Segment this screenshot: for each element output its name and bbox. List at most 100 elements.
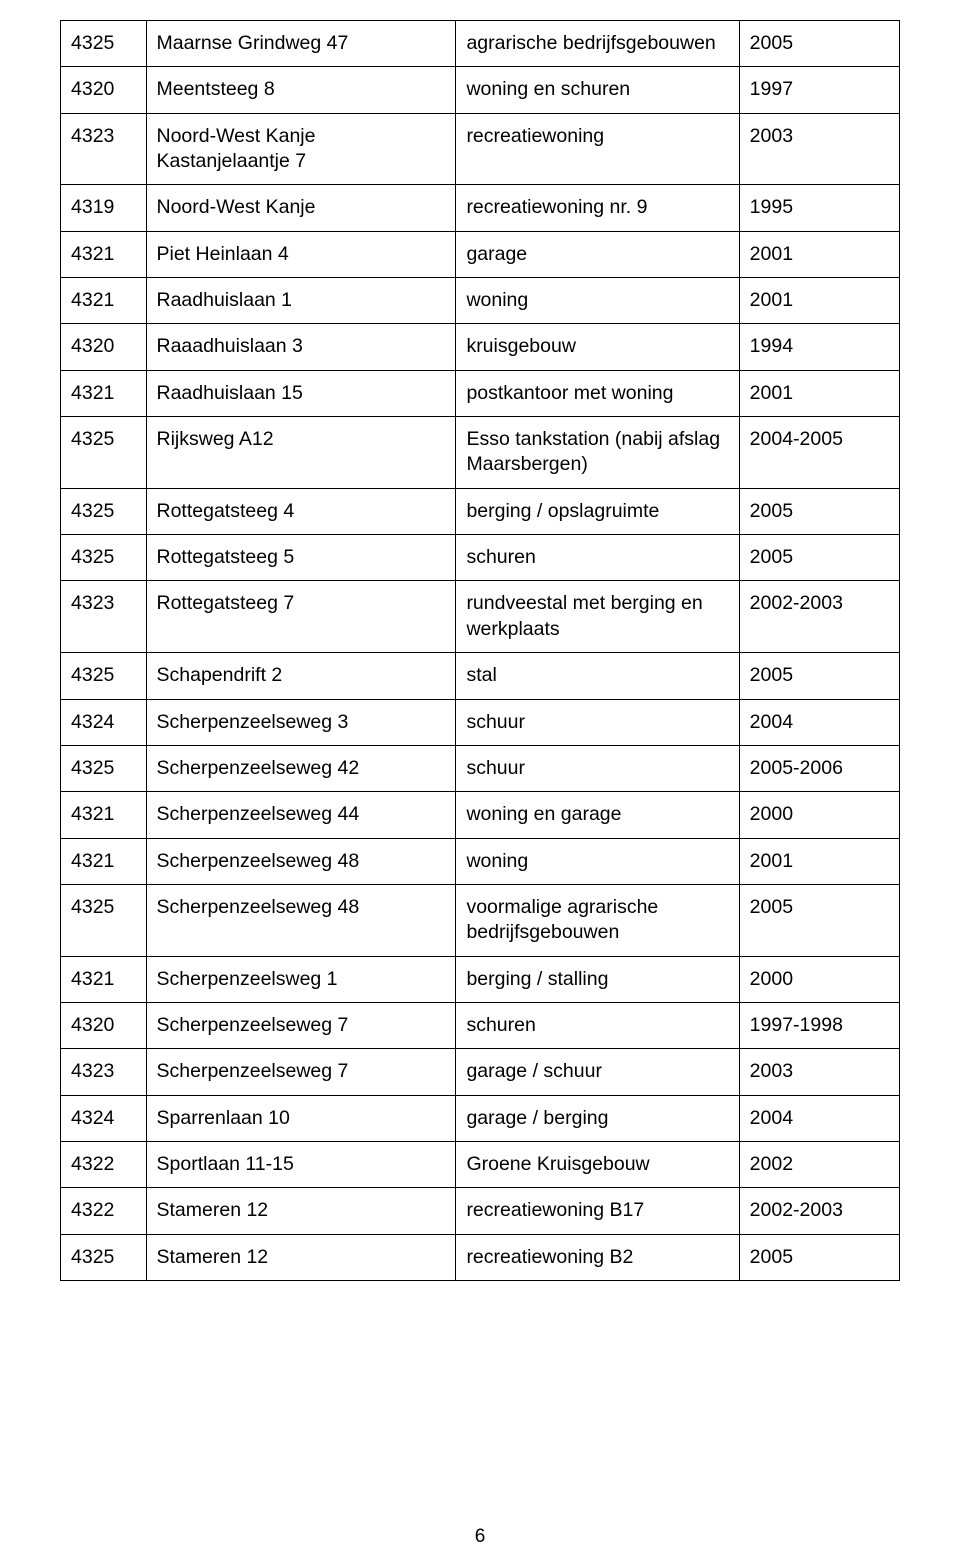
table-cell: 4325 bbox=[61, 535, 147, 581]
table-cell: 4320 bbox=[61, 67, 147, 113]
table-cell: 2004 bbox=[739, 1095, 899, 1141]
table-cell: woning bbox=[456, 838, 739, 884]
table-cell: Raaadhuislaan 3 bbox=[146, 324, 456, 370]
table-row: 4321Scherpenzeelseweg 48woning2001 bbox=[61, 838, 900, 884]
table-cell: Rottegatsteeg 5 bbox=[146, 535, 456, 581]
table-cell: 2001 bbox=[739, 838, 899, 884]
table-cell: Scherpenzeelseweg 7 bbox=[146, 1049, 456, 1095]
table-cell: garage / berging bbox=[456, 1095, 739, 1141]
table-cell: 4321 bbox=[61, 956, 147, 1002]
table-cell: recreatiewoning B17 bbox=[456, 1188, 739, 1234]
table-cell: 2005 bbox=[739, 535, 899, 581]
table-cell: 2005-2006 bbox=[739, 745, 899, 791]
table-cell: Schapendrift 2 bbox=[146, 653, 456, 699]
table-cell: woning bbox=[456, 278, 739, 324]
table-cell: 2005 bbox=[739, 21, 899, 67]
table-cell: 2001 bbox=[739, 231, 899, 277]
table-cell: 2002-2003 bbox=[739, 1188, 899, 1234]
table-cell: agrarische bedrijfsgebouwen bbox=[456, 21, 739, 67]
table-cell: Rottegatsteeg 4 bbox=[146, 488, 456, 534]
table-cell: 4321 bbox=[61, 370, 147, 416]
table-cell: schuur bbox=[456, 699, 739, 745]
table-cell: 4321 bbox=[61, 278, 147, 324]
table-cell: stal bbox=[456, 653, 739, 699]
table-cell: 4320 bbox=[61, 324, 147, 370]
table-cell: 1997-1998 bbox=[739, 1002, 899, 1048]
table-cell: Raadhuislaan 1 bbox=[146, 278, 456, 324]
table-cell: 2001 bbox=[739, 278, 899, 324]
table-row: 4325Scherpenzeelseweg 42schuur2005-2006 bbox=[61, 745, 900, 791]
table-row: 4325Rottegatsteeg 4berging / opslagruimt… bbox=[61, 488, 900, 534]
table-row: 4325Maarnse Grindweg 47agrarische bedrij… bbox=[61, 21, 900, 67]
table-cell: recreatiewoning bbox=[456, 113, 739, 185]
table-row: 4323Scherpenzeelseweg 7garage / schuur20… bbox=[61, 1049, 900, 1095]
table-cell: 4324 bbox=[61, 1095, 147, 1141]
table-cell: Scherpenzeelseweg 42 bbox=[146, 745, 456, 791]
table-cell: Scherpenzeelseweg 48 bbox=[146, 838, 456, 884]
table-cell: Raadhuislaan 15 bbox=[146, 370, 456, 416]
table-cell: kruisgebouw bbox=[456, 324, 739, 370]
table-cell: 2005 bbox=[739, 1234, 899, 1280]
table-cell: 2004-2005 bbox=[739, 417, 899, 489]
table-cell: 4324 bbox=[61, 699, 147, 745]
table-cell: berging / opslagruimte bbox=[456, 488, 739, 534]
table-row: 4319Noord-West Kanjerecreatiewoning nr. … bbox=[61, 185, 900, 231]
table-row: 4325Schapendrift 2stal2005 bbox=[61, 653, 900, 699]
table-cell: woning en garage bbox=[456, 792, 739, 838]
table-cell: 4323 bbox=[61, 1049, 147, 1095]
table-cell: Groene Kruisgebouw bbox=[456, 1141, 739, 1187]
table-cell: Stameren 12 bbox=[146, 1234, 456, 1280]
table-cell: recreatiewoning nr. 9 bbox=[456, 185, 739, 231]
table-cell: 4320 bbox=[61, 1002, 147, 1048]
table-cell: schuur bbox=[456, 745, 739, 791]
table-cell: Maarnse Grindweg 47 bbox=[146, 21, 456, 67]
table-cell: Sportlaan 11-15 bbox=[146, 1141, 456, 1187]
table-cell: 4321 bbox=[61, 792, 147, 838]
table-row: 4320Raaadhuislaan 3kruisgebouw1994 bbox=[61, 324, 900, 370]
table-cell: 4325 bbox=[61, 21, 147, 67]
table-cell: 2002 bbox=[739, 1141, 899, 1187]
table-cell: 2005 bbox=[739, 488, 899, 534]
table-row: 4323Rottegatsteeg 7rundveestal met bergi… bbox=[61, 581, 900, 653]
table-row: 4321Scherpenzeelseweg 44woning en garage… bbox=[61, 792, 900, 838]
document-page: 4325Maarnse Grindweg 47agrarische bedrij… bbox=[0, 0, 960, 1566]
table-cell: Esso tankstation (nabij afslag Maarsberg… bbox=[456, 417, 739, 489]
table-cell: Stameren 12 bbox=[146, 1188, 456, 1234]
table-row: 4321Raadhuislaan 15postkantoor met wonin… bbox=[61, 370, 900, 416]
table-row: 4325Rottegatsteeg 5schuren2005 bbox=[61, 535, 900, 581]
table-cell: 2004 bbox=[739, 699, 899, 745]
table-row: 4321Raadhuislaan 1woning2001 bbox=[61, 278, 900, 324]
table-cell: Piet Heinlaan 4 bbox=[146, 231, 456, 277]
table-cell: Scherpenzeelseweg 44 bbox=[146, 792, 456, 838]
table-row: 4323Noord-West Kanje Kastanjelaantje 7re… bbox=[61, 113, 900, 185]
table-cell: postkantoor met woning bbox=[456, 370, 739, 416]
table-row: 4324Sparrenlaan 10garage / berging2004 bbox=[61, 1095, 900, 1141]
table-body: 4325Maarnse Grindweg 47agrarische bedrij… bbox=[61, 21, 900, 1281]
table-cell: 4325 bbox=[61, 488, 147, 534]
table-cell: 4322 bbox=[61, 1141, 147, 1187]
table-cell: 2001 bbox=[739, 370, 899, 416]
table-cell: woning en schuren bbox=[456, 67, 739, 113]
table-cell: 4323 bbox=[61, 113, 147, 185]
table-cell: 2000 bbox=[739, 792, 899, 838]
table-row: 4325Scherpenzeelseweg 48voormalige agrar… bbox=[61, 884, 900, 956]
table-cell: 4321 bbox=[61, 231, 147, 277]
table-cell: 2000 bbox=[739, 956, 899, 1002]
table-row: 4325Stameren 12recreatiewoning B22005 bbox=[61, 1234, 900, 1280]
table-cell: 2005 bbox=[739, 653, 899, 699]
table-cell: 2002-2003 bbox=[739, 581, 899, 653]
table-cell: Scherpenzeelsweg 1 bbox=[146, 956, 456, 1002]
table-cell: Scherpenzeelseweg 7 bbox=[146, 1002, 456, 1048]
table-cell: 4325 bbox=[61, 653, 147, 699]
table-cell: Noord-West Kanje Kastanjelaantje 7 bbox=[146, 113, 456, 185]
table-cell: Rottegatsteeg 7 bbox=[146, 581, 456, 653]
table-row: 4320Scherpenzeelseweg 7schuren1997-1998 bbox=[61, 1002, 900, 1048]
table-cell: 2003 bbox=[739, 1049, 899, 1095]
table-row: 4320Meentsteeg 8woning en schuren1997 bbox=[61, 67, 900, 113]
table-cell: berging / stalling bbox=[456, 956, 739, 1002]
table-cell: recreatiewoning B2 bbox=[456, 1234, 739, 1280]
table-cell: 1997 bbox=[739, 67, 899, 113]
table-cell: Sparrenlaan 10 bbox=[146, 1095, 456, 1141]
table-row: 4321Piet Heinlaan 4garage2001 bbox=[61, 231, 900, 277]
table-row: 4322Sportlaan 11-15Groene Kruisgebouw200… bbox=[61, 1141, 900, 1187]
